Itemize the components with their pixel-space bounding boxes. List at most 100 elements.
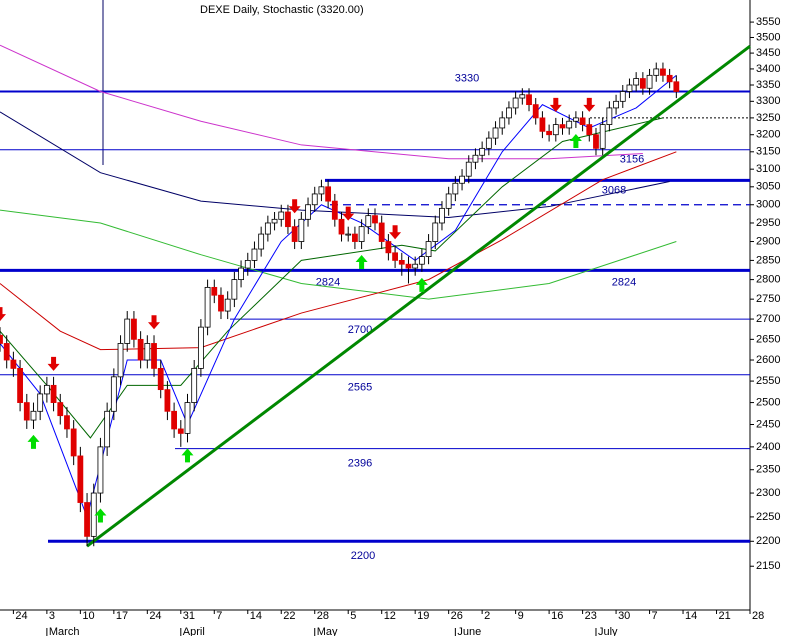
sell-arrow: [583, 97, 596, 112]
candle-body: [372, 215, 378, 224]
candle-body: [673, 81, 680, 92]
y-tick-label: 2500: [756, 396, 780, 408]
level-label: 3068: [602, 184, 626, 196]
candle-body: [50, 384, 57, 403]
month-label: May: [317, 626, 338, 636]
buy-arrow: [415, 277, 428, 292]
month-label: March: [49, 626, 80, 636]
candle-body: [137, 338, 144, 361]
candle-body: [646, 74, 653, 89]
sell-arrow: [148, 315, 161, 330]
candle-body: [3, 343, 10, 361]
candle-body: [251, 248, 258, 261]
candle-body: [392, 252, 398, 261]
sell-arrow: [47, 356, 60, 371]
candle-body: [405, 263, 412, 269]
candle-body: [164, 389, 171, 412]
x-tick-label: 24: [149, 610, 161, 622]
y-tick-label: 2250: [756, 511, 780, 523]
candle-body: [238, 267, 244, 281]
candle-body: [398, 260, 405, 265]
x-tick-label: 23: [585, 610, 597, 622]
y-tick-label: 3150: [756, 146, 780, 158]
sell-arrow: [0, 307, 6, 322]
candle-body: [485, 137, 492, 149]
y-tick-label: 2400: [756, 441, 780, 453]
candle-body: [117, 343, 124, 378]
candle-body: [10, 359, 17, 369]
candle-body: [157, 367, 164, 391]
candle-body: [104, 410, 111, 448]
level-label: 2200: [351, 550, 375, 562]
candle-body: [439, 207, 445, 224]
candle-body: [298, 218, 305, 242]
moving-average: [0, 117, 664, 439]
candle-body: [639, 78, 646, 89]
candle-body: [626, 84, 633, 92]
candle-body: [519, 94, 526, 99]
level-label: 2824: [612, 276, 636, 288]
candle-body: [479, 147, 486, 156]
candle-body: [526, 94, 532, 106]
level-label: 2396: [348, 458, 372, 470]
candle-body: [124, 318, 131, 344]
y-tick-label: 2300: [756, 487, 780, 499]
candle-body: [539, 117, 546, 132]
chart-title: DEXE Daily, Stochastic (3320.00): [200, 4, 364, 16]
candle-body: [452, 182, 459, 195]
y-tick-label: 2900: [756, 235, 780, 247]
candle-body: [70, 428, 77, 457]
candle-body: [465, 161, 472, 177]
candle-body: [177, 428, 184, 434]
candle-body: [218, 294, 224, 312]
candle-body: [84, 502, 90, 537]
x-tick-label: 14: [685, 610, 697, 622]
y-tick-label: 2450: [756, 418, 780, 430]
candle-body: [110, 376, 117, 412]
candle-body: [197, 326, 204, 369]
sell-arrow: [342, 206, 355, 221]
candle-body: [512, 97, 519, 109]
level-label: 3156: [620, 154, 644, 166]
candle-body: [365, 215, 372, 228]
x-tick-label: 9: [518, 610, 524, 622]
y-tick-label: 3450: [756, 47, 780, 59]
candle-body: [432, 222, 439, 242]
x-tick-label: 22: [283, 610, 295, 622]
candle-body: [258, 233, 265, 250]
buy-arrow: [355, 255, 368, 270]
candle-body: [358, 226, 365, 242]
candle-body: [459, 175, 465, 184]
candle-body: [633, 78, 640, 86]
y-tick-label: 2750: [756, 293, 780, 305]
candle-body: [43, 384, 50, 395]
candle-body: [305, 204, 311, 220]
candle-body: [345, 233, 352, 236]
candle-body: [472, 154, 479, 163]
candle-body: [285, 211, 291, 228]
candle-body: [552, 124, 559, 136]
candle-body: [311, 193, 318, 206]
candle-body: [593, 134, 599, 149]
moving-average: [0, 151, 677, 351]
level-label: 2700: [348, 324, 372, 336]
candle-body: [211, 286, 218, 296]
x-tick-label: 24: [15, 610, 27, 622]
candle-body: [191, 367, 198, 403]
moving-average: [0, 111, 670, 218]
candle-body: [506, 107, 512, 119]
y-tick-label: 2600: [756, 354, 780, 366]
y-tick-label: 2950: [756, 217, 780, 229]
candle-body: [613, 100, 619, 109]
candle-body: [244, 260, 251, 269]
y-tick-label: 3550: [756, 16, 780, 28]
candle-body: [660, 68, 666, 76]
month-label: April: [183, 626, 205, 636]
candle-body: [325, 186, 332, 202]
x-tick-label: 26: [451, 610, 463, 622]
x-tick-label: 30: [618, 610, 630, 622]
level-label: 2565: [348, 382, 372, 394]
candle-body: [278, 211, 285, 220]
